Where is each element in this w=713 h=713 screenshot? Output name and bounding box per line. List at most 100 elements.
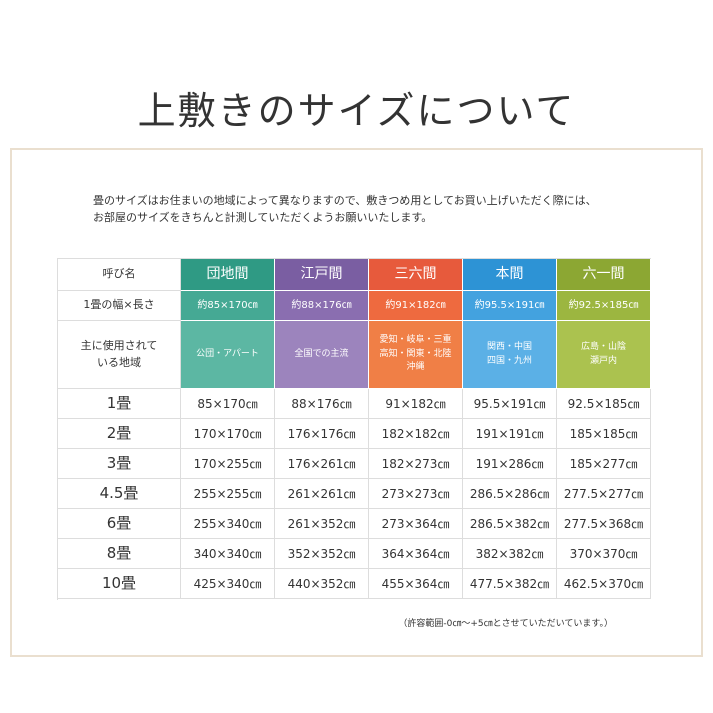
size-value: 277.5×277㎝ xyxy=(557,479,651,509)
cell-text: 4.5畳 xyxy=(99,484,139,503)
intro-line: 畳のサイズはお住まいの地域によって異なりますので、敷きつめ用としてお買い上げいた… xyxy=(93,194,597,207)
cell-text: 340×340㎝ xyxy=(193,546,262,561)
header-cell: 三六間 xyxy=(369,259,463,291)
cell-text: 瀬戸内 xyxy=(589,355,617,366)
size-value: 370×370㎝ xyxy=(557,539,651,569)
size-value: 176×261㎝ xyxy=(275,449,369,479)
size-value: 95.5×191㎝ xyxy=(463,389,557,419)
cell-text: 286.5×286㎝ xyxy=(469,486,550,501)
cell-text: 約85×170㎝ xyxy=(197,300,258,311)
cell-text: 六一間 xyxy=(582,266,625,282)
size-cell: 約92.5×185㎝ xyxy=(557,291,651,321)
region-cell: 全国での主流 xyxy=(275,321,369,389)
cell-text: 関西・中国 xyxy=(486,342,532,352)
note: （許容範囲-0㎝〜+5㎝とさせていただいています。） xyxy=(398,619,613,629)
cell-text: 382×382㎝ xyxy=(475,546,544,561)
row-label: 3畳 xyxy=(58,449,181,479)
cell-text: 191×191㎝ xyxy=(475,426,544,441)
row-label: 1畳 xyxy=(58,389,181,419)
cell-text: 273×273㎝ xyxy=(381,486,450,501)
size-value: 185×277㎝ xyxy=(557,449,651,479)
header-cell: 団地間 xyxy=(181,259,275,291)
region-cell: 主に使用されて いる地域 xyxy=(58,321,181,389)
cell-text: 277.5×368㎝ xyxy=(563,516,644,531)
size-value: 440×352㎝ xyxy=(275,569,369,599)
cell-text: 176×176㎝ xyxy=(287,426,356,441)
size-value: 286.5×382㎝ xyxy=(463,509,557,539)
size-cell: 約85×170㎝ xyxy=(181,291,275,321)
cell-text: 170×170㎝ xyxy=(193,426,262,441)
row-label: 4.5畳 xyxy=(58,479,181,509)
cell-text: 1畳 xyxy=(106,394,132,413)
row-label: 10畳 xyxy=(58,569,181,599)
cell-text: 本間 xyxy=(495,266,524,282)
cell-text: 約95.5×191㎝ xyxy=(474,300,545,311)
cell-text: 462.5×370㎝ xyxy=(563,576,644,591)
region-cell: 広島・山陰 瀬戸内 xyxy=(557,321,651,389)
cell-text: 主に使用されて xyxy=(80,339,158,352)
cell-text: 91×182㎝ xyxy=(385,396,446,411)
size-value: 340×340㎝ xyxy=(181,539,275,569)
size-value: 191×191㎝ xyxy=(463,419,557,449)
size-value: 185×185㎝ xyxy=(557,419,651,449)
cell-text: 約92.5×185㎝ xyxy=(568,300,639,311)
cell-text: 477.5×382㎝ xyxy=(469,576,550,591)
size-value: 286.5×286㎝ xyxy=(463,479,557,509)
cell-text: 高知・関東・北陸 xyxy=(379,348,452,359)
cell-text: 182×273㎝ xyxy=(381,456,450,471)
title: 上敷きのサイズについて xyxy=(137,89,576,133)
region-cell: 愛知・岐阜・三重 高知・関東・北陸 沖縄 xyxy=(369,321,463,389)
cell-text: 88×176㎝ xyxy=(291,396,352,411)
size-value: 277.5×368㎝ xyxy=(557,509,651,539)
cell-text: 277.5×277㎝ xyxy=(563,486,644,501)
header-cell: 本間 xyxy=(463,259,557,291)
size-value: 364×364㎝ xyxy=(369,539,463,569)
cell-text: 呼び名 xyxy=(102,267,136,281)
cell-text: 185×185㎝ xyxy=(569,426,638,441)
cell-text: 255×340㎝ xyxy=(193,516,262,531)
cell-text: 10畳 xyxy=(101,574,137,593)
size-value: 462.5×370㎝ xyxy=(557,569,651,599)
cell-text: 170×255㎝ xyxy=(193,456,262,471)
cell-text: 約88×176㎝ xyxy=(291,300,352,311)
cell-text: 85×170㎝ xyxy=(197,396,258,411)
cell-text: 176×261㎝ xyxy=(287,456,356,471)
cell-text: 182×182㎝ xyxy=(381,426,450,441)
size-cell: 約91×182㎝ xyxy=(369,291,463,321)
cell-text: 273×364㎝ xyxy=(381,516,450,531)
cell-text: 三六間 xyxy=(394,266,437,282)
size-value: 91×182㎝ xyxy=(369,389,463,419)
cell-text: 広島・山陰 xyxy=(580,342,626,352)
cell-text: 185×277㎝ xyxy=(569,456,638,471)
cell-text: 公団・アパート xyxy=(196,348,259,359)
cell-text: 3畳 xyxy=(106,454,132,473)
cell-text: 92.5×185㎝ xyxy=(567,396,640,411)
cell-text: 286.5×382㎝ xyxy=(469,516,550,531)
size-value: 352×352㎝ xyxy=(275,539,369,569)
cell-text: いる地域 xyxy=(97,355,141,369)
frame xyxy=(10,148,703,657)
row-label: 2畳 xyxy=(58,419,181,449)
header-cell: 六一間 xyxy=(557,259,651,291)
cell-text: 191×286㎝ xyxy=(475,456,544,471)
size-value: 88×176㎝ xyxy=(275,389,369,419)
size-value: 382×382㎝ xyxy=(463,539,557,569)
size-table: 呼び名 団地間 江戸間 三六間 本間 六一間 1畳の幅×長さ 約85×170㎝ 約88×176㎝… xyxy=(57,258,651,600)
region-cell: 公団・アパート xyxy=(181,321,275,389)
cell-text: 455×364㎝ xyxy=(381,576,450,591)
size-value: 85×170㎝ xyxy=(181,389,275,419)
cell-text: 団地間 xyxy=(206,266,249,282)
cell-text: 沖縄 xyxy=(406,362,425,373)
size-value: 261×261㎝ xyxy=(275,479,369,509)
cell-text: 愛知・岐阜・三重 xyxy=(379,335,452,346)
size-value: 170×255㎝ xyxy=(181,449,275,479)
size-value: 182×182㎝ xyxy=(369,419,463,449)
cell-text: 2畳 xyxy=(106,424,132,443)
cell-text: 江戸間 xyxy=(300,266,343,282)
cell-text: 255×255㎝ xyxy=(193,486,262,501)
size-value: 273×364㎝ xyxy=(369,509,463,539)
cell-text: 95.5×191㎝ xyxy=(473,396,546,411)
cell-text: 425×340㎝ xyxy=(193,576,262,591)
cell-text: 440×352㎝ xyxy=(287,576,356,591)
